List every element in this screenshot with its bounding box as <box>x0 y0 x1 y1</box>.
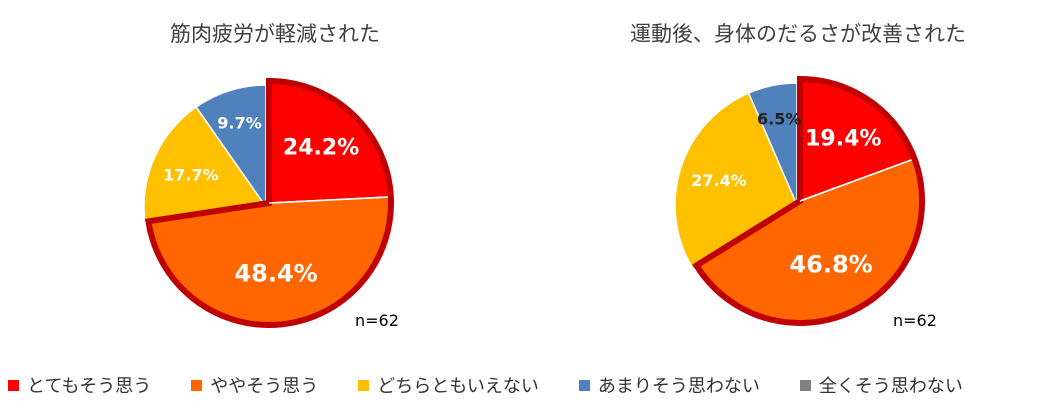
data-label-2-4: 6.5% <box>757 110 801 129</box>
legend-label-1: とてもそう思う <box>27 376 152 397</box>
data-label-2-3: 27.4% <box>691 171 747 190</box>
pie-slice-2-4 <box>747 82 798 206</box>
slice-separator-2 <box>799 159 912 202</box>
pie-slice-2-3 <box>674 92 798 271</box>
legend-item-3: どちらともいえない <box>358 372 539 398</box>
sample-size-label-1: n=62 <box>355 311 399 330</box>
pie-slice-1-4 <box>195 84 267 208</box>
data-label-1-4: 9.7% <box>217 114 261 133</box>
data-label-1-1: 24.2% <box>283 136 359 161</box>
slice-separator-1 <box>268 196 388 204</box>
sample-size-label-2: n=62 <box>893 311 937 330</box>
data-label-2-1: 19.4% <box>805 127 881 152</box>
highlight-outline-2 <box>692 75 925 326</box>
data-label-1-2: 48.4% <box>234 259 317 287</box>
chart-title-2: 運動後、身体のだるさが改善された <box>630 22 966 46</box>
chart-title-1: 筋肉疲労が軽減された <box>170 22 380 46</box>
legend-swatch-5 <box>799 379 811 391</box>
highlight-outline-1 <box>144 77 394 328</box>
legend-item-2: ややそう思う <box>191 372 318 398</box>
legend-label-4: あまりそう思わない <box>597 376 760 397</box>
legend-swatch-4 <box>578 379 590 391</box>
legend-item-1: とてもそう思う <box>8 372 151 398</box>
legend-item-5: 全くそう思わない <box>799 372 963 398</box>
pie-slice-1-3 <box>143 106 267 227</box>
legend-label-5: 全くそう思わない <box>818 376 963 397</box>
data-label-2-2: 46.8% <box>789 251 872 279</box>
legend-swatch-1 <box>8 379 19 391</box>
data-label-1-3: 17.7% <box>163 165 219 184</box>
legend-swatch-2 <box>191 379 203 391</box>
legend-swatch-3 <box>358 379 370 391</box>
chart-legend: とてもそう思う ややそう思う どちらともいえない あまりそう思わない 全くそう思わない <box>8 372 1058 398</box>
legend-label-2: ややそう思う <box>210 376 319 397</box>
legend-label-3: どちらともいえない <box>377 376 539 397</box>
legend-item-4: あまりそう思わない <box>578 372 760 398</box>
